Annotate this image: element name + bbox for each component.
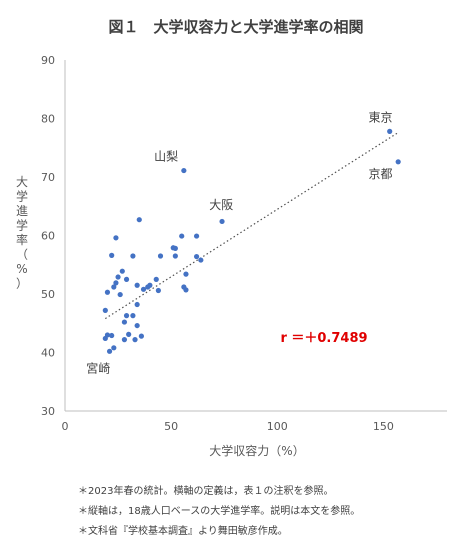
data-point [134,301,140,308]
x-tick-label: 50 [164,420,178,433]
data-point [106,348,113,354]
data-point [119,268,125,274]
data-point [126,331,132,337]
data-point [111,345,117,351]
y-tick-label: 50 [41,288,55,301]
data-point [155,287,161,294]
data-point [104,289,111,295]
data-point [153,276,159,282]
y-tick-label: 80 [41,113,55,126]
data-point [387,128,393,134]
data-point [157,253,164,259]
data-point [172,253,178,259]
y-tick-label: 70 [41,171,55,184]
point-annotation: 大阪 [209,198,233,212]
point-annotation: 宮崎 [86,360,110,375]
data-point [193,233,200,239]
data-point [102,307,108,313]
data-point [121,337,128,343]
data-point [181,167,187,174]
data-point [132,337,138,343]
data-point [121,319,128,325]
data-point [102,335,108,342]
data-points [102,128,401,354]
y-tick-label: 30 [41,405,55,418]
data-point [130,253,136,259]
point-annotation: 東京 [368,110,392,124]
data-point [179,233,185,239]
correlation-label: r ＝＋0.7489 [280,331,367,346]
data-point [193,253,200,260]
data-point [123,276,130,282]
x-axis-label: 大学収容力（%） [209,443,304,458]
data-point [117,291,123,298]
data-point [198,257,204,263]
y-axis-label: 大学進学率（%） [16,175,28,291]
data-point [138,333,144,339]
note-line: ＊縦軸は，18歳人口ベースの大学進学率。説明は本文を参照。 [78,506,361,517]
data-point [145,284,151,290]
data-point [109,332,115,339]
data-point [130,313,136,319]
data-point [113,280,119,286]
data-point [183,271,189,277]
data-point [113,235,119,241]
y-tick-label: 90 [41,54,55,67]
data-point [140,286,147,292]
data-point [111,284,117,290]
data-point [109,252,115,258]
data-point [115,274,121,280]
notes: ＊2023年春の統計。横軸の定義は，表１の注釈を参照。 ＊縦軸は，18歳人口ベー… [78,482,360,542]
data-point [123,313,130,319]
data-point [172,245,178,251]
data-point [134,282,140,288]
point-annotation: 京都 [368,167,392,181]
point-annotation: 山梨 [154,150,178,164]
scatter-chart: 図１ 大学収容力と大学進学率の相関 30 40 50 60 70 80 90 0 50 100 15… [16,18,447,458]
x-tick-label: 100 [267,420,288,433]
data-point [395,159,401,165]
data-point [183,287,189,293]
note-line: ＊2023年春の統計。横軸の定義は，表１の注釈を参照。 [78,486,334,497]
y-tick-label: 40 [41,347,55,360]
data-point [134,322,140,329]
x-tick-label: 0 [62,420,69,433]
data-point [136,217,142,223]
trendline [105,132,399,320]
chart-title: 図１ 大学収容力と大学進学率の相関 [108,18,363,36]
x-tick-label: 150 [373,420,394,433]
axes: 30 40 50 60 70 80 90 0 50 100 150 [41,54,447,433]
y-tick-label: 60 [41,230,55,243]
note-line: ＊文科省『学校基本調査』より舞田敏彦作成。 [78,526,288,537]
data-point [219,218,225,225]
